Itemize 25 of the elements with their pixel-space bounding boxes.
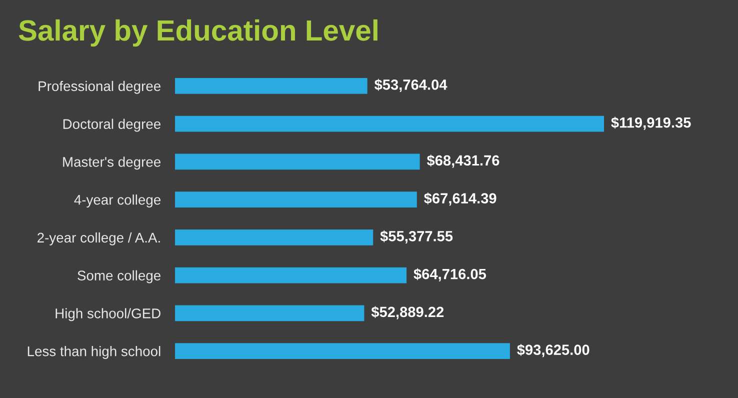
chart-title: Salary by Education Level xyxy=(18,19,378,47)
y-tick-label: Some college xyxy=(78,270,160,284)
bar xyxy=(175,305,364,322)
y-tick-label: Doctoral degree xyxy=(63,118,160,132)
data-label: $68,431.76 xyxy=(426,154,500,168)
y-tick-label: Master's degree xyxy=(63,156,160,170)
data-label: $55,377.55 xyxy=(380,230,453,244)
data-label: $93,625.00 xyxy=(517,344,590,358)
data-label: $64,716.05 xyxy=(414,268,486,282)
bar xyxy=(175,229,374,246)
bar xyxy=(175,78,368,94)
y-tick-label: High school/GED xyxy=(56,308,160,322)
bar xyxy=(175,116,604,132)
data-label: $67,614.39 xyxy=(424,192,496,206)
y-tick-label: 4-year college xyxy=(74,194,160,208)
bar xyxy=(175,192,417,208)
data-label: $52,889.22 xyxy=(371,306,444,320)
bar xyxy=(175,267,407,284)
y-tick-label: 2-year college / A.A. xyxy=(38,232,160,246)
data-label: $53,764.04 xyxy=(374,78,448,92)
y-tick-label: Less than high school xyxy=(28,346,160,359)
bar xyxy=(175,154,420,170)
bar xyxy=(175,343,510,360)
data-label: $119,919.35 xyxy=(611,116,691,130)
y-tick-label: Professional degree xyxy=(38,80,161,94)
